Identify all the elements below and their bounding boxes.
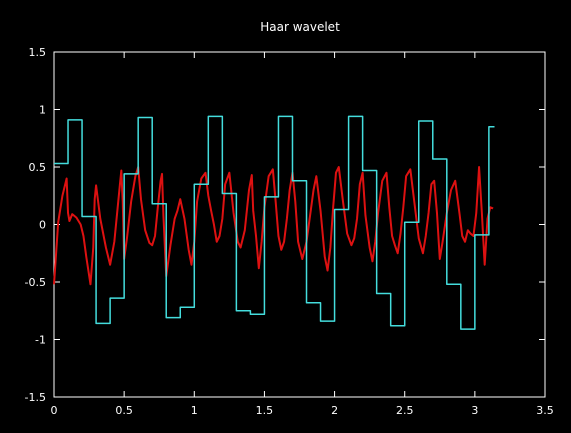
x-tick-label: 3.5 <box>536 404 554 417</box>
x-tick-label: 0.5 <box>115 404 133 417</box>
axis-tick-labels: 0 0.5 1 1.5 2 2.5 3 3.5 -1.5 -1 -0.5 0 0.5 1 1.5 <box>25 46 554 417</box>
x-tick-label: 1.5 <box>256 404 274 417</box>
y-tick-label: 1 <box>39 104 46 117</box>
x-tick-label: 3 <box>471 404 478 417</box>
series-layer <box>53 115 495 330</box>
y-tick-label: -1.5 <box>25 391 46 404</box>
y-tick-label: 1.5 <box>29 46 47 59</box>
chart-title: Haar wavelet <box>260 20 340 34</box>
y-tick-label: 0 <box>39 219 46 232</box>
x-tick-label: 1 <box>191 404 198 417</box>
haar-approximation-series-line <box>54 115 495 330</box>
x-tick-label: 2 <box>331 404 338 417</box>
x-tick-label: 0 <box>51 404 58 417</box>
y-tick-label: -0.5 <box>25 276 46 289</box>
y-tick-label: -1 <box>35 334 46 347</box>
y-tick-label: 0.5 <box>29 161 47 174</box>
x-tick-label: 2.5 <box>396 404 414 417</box>
